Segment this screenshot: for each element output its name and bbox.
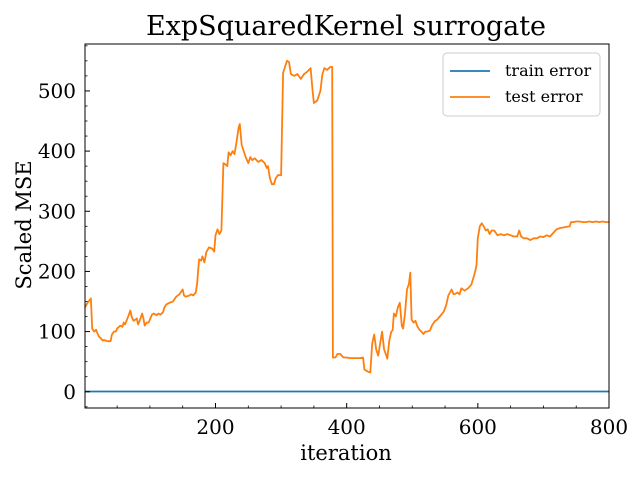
x-axis-title: iteration — [300, 441, 391, 465]
series-layer — [84, 59, 609, 393]
series-line-1 — [84, 59, 609, 374]
x-tick-label: 600 — [459, 415, 497, 439]
y-tick-label: 0 — [63, 380, 76, 404]
x-tick-label: 800 — [590, 415, 628, 439]
legend-label-0: train error — [505, 61, 592, 80]
chart-title: ExpSquaredKernel surrogate — [146, 11, 546, 42]
y-tick-label: 500 — [38, 79, 76, 103]
y-tick-label: 200 — [38, 259, 76, 283]
y-tick-label: 300 — [38, 199, 76, 223]
y-axis-title: Scaled MSE — [12, 160, 36, 289]
legend-label-1: test error — [505, 87, 583, 106]
x-tick-label: 200 — [196, 415, 234, 439]
x-tick-label: 400 — [328, 415, 366, 439]
legend: train error test error — [442, 52, 601, 117]
legend-box — [442, 52, 601, 117]
y-tick-label: 100 — [38, 320, 76, 344]
axis-ticks: 200 400 600 800 0 100 200 300 400 500 — [38, 45, 628, 439]
y-tick-label: 400 — [38, 139, 76, 163]
